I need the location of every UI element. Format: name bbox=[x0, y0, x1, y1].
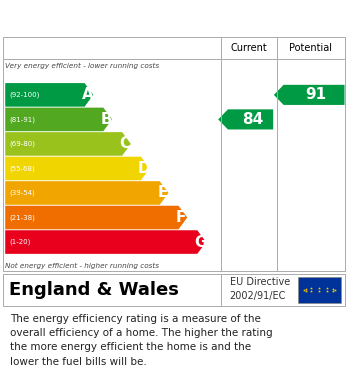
Text: (55-68): (55-68) bbox=[9, 165, 35, 172]
Text: Potential: Potential bbox=[289, 43, 332, 53]
Text: (1-20): (1-20) bbox=[9, 239, 31, 245]
Text: A: A bbox=[81, 87, 93, 102]
Text: (21-38): (21-38) bbox=[9, 214, 35, 221]
Text: D: D bbox=[137, 161, 150, 176]
Text: G: G bbox=[194, 235, 206, 249]
Text: 84: 84 bbox=[242, 112, 263, 127]
Text: (81-91): (81-91) bbox=[9, 116, 35, 123]
Polygon shape bbox=[274, 85, 345, 105]
Text: Current: Current bbox=[230, 43, 267, 53]
Text: F: F bbox=[176, 210, 187, 225]
Text: Energy Efficiency Rating: Energy Efficiency Rating bbox=[9, 9, 249, 27]
Text: (69-80): (69-80) bbox=[9, 141, 35, 147]
Text: 91: 91 bbox=[305, 87, 326, 102]
Polygon shape bbox=[5, 108, 112, 131]
Text: Not energy efficient - higher running costs: Not energy efficient - higher running co… bbox=[5, 263, 159, 269]
Polygon shape bbox=[5, 83, 93, 107]
Polygon shape bbox=[5, 230, 206, 254]
Polygon shape bbox=[5, 206, 187, 229]
Polygon shape bbox=[5, 181, 168, 205]
Polygon shape bbox=[5, 132, 131, 156]
Text: C: C bbox=[119, 136, 130, 151]
Bar bbox=[298, 277, 341, 303]
Text: Very energy efficient - lower running costs: Very energy efficient - lower running co… bbox=[5, 63, 159, 69]
Polygon shape bbox=[218, 109, 273, 129]
Text: (92-100): (92-100) bbox=[9, 91, 40, 98]
Text: EU Directive
2002/91/EC: EU Directive 2002/91/EC bbox=[230, 277, 290, 301]
Text: England & Wales: England & Wales bbox=[9, 281, 179, 299]
Text: B: B bbox=[100, 112, 112, 127]
Polygon shape bbox=[5, 157, 150, 180]
Text: The energy efficiency rating is a measure of the
overall efficiency of a home. T: The energy efficiency rating is a measur… bbox=[10, 314, 273, 367]
Text: E: E bbox=[157, 185, 168, 201]
Text: (39-54): (39-54) bbox=[9, 190, 35, 196]
